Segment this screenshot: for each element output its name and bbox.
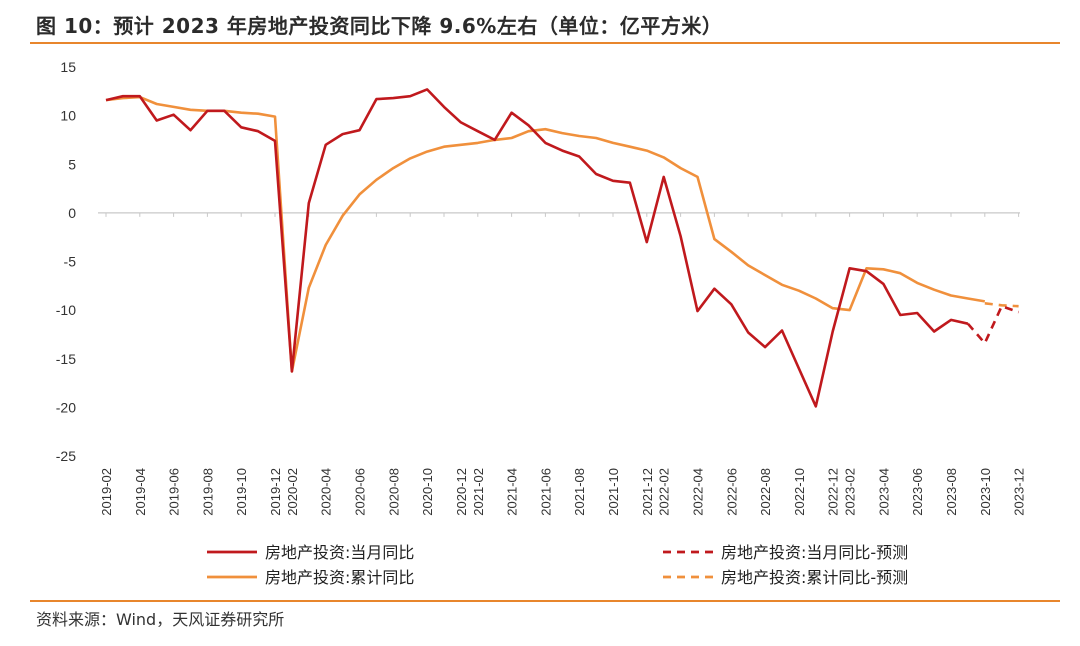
x-tick-label: 2022-08 [758, 468, 773, 516]
y-tick-label: -20 [56, 399, 76, 415]
x-tick-label: 2021-06 [538, 468, 553, 516]
y-tick-label: -25 [56, 448, 76, 464]
x-tick-label: 2023-02 [843, 468, 858, 516]
x-tick-label: 2021-02 [471, 468, 486, 516]
x-tick-label: 2019-08 [200, 468, 215, 516]
legend-label: 房地产投资:累计同比 [265, 568, 414, 587]
y-tick-label: -5 [64, 254, 77, 270]
x-tick-label: 2023-04 [876, 468, 891, 516]
x-tick-label: 2022-12 [826, 468, 841, 516]
legend-label: 房地产投资:累计同比-预测 [721, 568, 908, 587]
x-tick-label: 2022-02 [657, 468, 672, 516]
y-tick-label: -10 [56, 302, 76, 318]
x-tick-label: 2020-06 [353, 468, 368, 516]
y-tick-label: 10 [60, 108, 76, 124]
x-tick-label: 2020-12 [454, 468, 469, 516]
source-note: 资料来源：Wind，天风证券研究所 [36, 610, 285, 629]
legend-item: 房地产投资:累计同比 [207, 568, 414, 587]
legend-item: 房地产投资:累计同比-预测 [663, 568, 908, 587]
top-divider [30, 42, 1060, 44]
x-tick-label: 2022-04 [691, 468, 706, 516]
legend-item: 房地产投资:当月同比-预测 [663, 543, 908, 562]
x-tick-label: 2023-10 [978, 468, 993, 516]
series-line-2 [966, 304, 1020, 345]
legend-label: 房地产投资:当月同比 [265, 543, 414, 562]
y-tick-label: 5 [68, 156, 76, 172]
series-line-1 [105, 95, 986, 373]
chart-title: 图 10：预计 2023 年房地产投资同比下降 9.6%左右（单位：亿平方米） [36, 14, 723, 38]
x-tick-label: 2020-04 [319, 468, 334, 516]
legend-item: 房地产投资:当月同比 [207, 543, 414, 562]
x-tick-label: 2023-12 [1012, 468, 1027, 516]
x-tick-label: 2022-10 [792, 468, 807, 516]
legend-label: 房地产投资:当月同比-预测 [721, 543, 908, 562]
x-tick-label: 2020-08 [386, 468, 401, 516]
x-tick-label: 2023-06 [910, 468, 925, 516]
y-tick-label: 0 [68, 205, 76, 221]
bottom-divider [30, 600, 1060, 602]
series-line-0 [105, 88, 969, 408]
x-tick-label: 2019-10 [234, 468, 249, 516]
line-chart: 15 10 5 0 -5 -10 -15 -20 -25 2019-02 2019-04 2019-… [56, 59, 1027, 587]
x-tick-label: 2022-06 [724, 468, 739, 516]
x-tick-label: 2023-08 [944, 468, 959, 516]
x-tick-label: 2021-04 [505, 468, 520, 516]
x-tick-label: 2020-10 [420, 468, 435, 516]
x-tick-label: 2019-04 [133, 468, 148, 516]
y-tick-label: -15 [56, 351, 76, 367]
x-tick-label: 2020-02 [285, 468, 300, 516]
x-tick-label: 2019-12 [268, 468, 283, 516]
series-line-3 [984, 302, 1019, 308]
x-tick-label: 2021-12 [640, 468, 655, 516]
x-tick-label: 2019-02 [99, 468, 114, 516]
x-tick-label: 2021-10 [606, 468, 621, 516]
x-tick-label: 2019-06 [167, 468, 182, 516]
y-tick-label: 15 [60, 59, 76, 75]
x-tick-label: 2021-08 [572, 468, 587, 516]
